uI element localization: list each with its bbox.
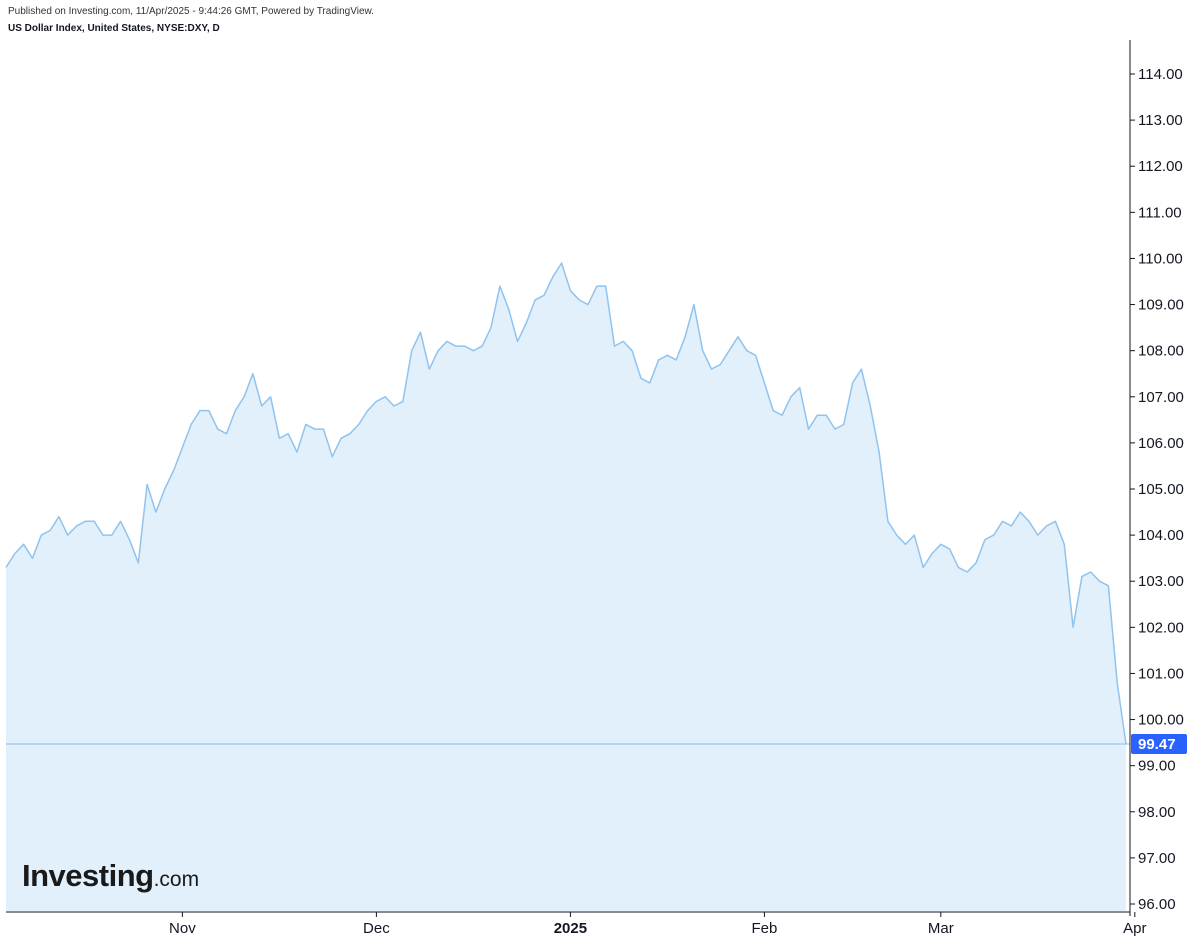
y-tick-label: 108.00 xyxy=(1138,343,1184,360)
y-tick-label: 99.00 xyxy=(1138,758,1176,775)
y-tick-label: 97.00 xyxy=(1138,850,1176,867)
y-tick-label: 96.00 xyxy=(1138,896,1176,913)
x-tick-label: Mar xyxy=(928,920,954,937)
y-tick-label: 106.00 xyxy=(1138,435,1184,452)
y-tick-label: 114.00 xyxy=(1138,66,1183,83)
published-caption: Published on Investing.com, 11/Apr/2025 … xyxy=(8,6,374,17)
series-line xyxy=(5,262,1127,745)
investing-logo: Investing.com xyxy=(22,858,199,894)
x-axis: Nov Dec 2025 Feb Mar Apr xyxy=(6,911,1146,937)
y-tick-label: 111.00 xyxy=(1138,204,1182,221)
y-tick-label: 104.00 xyxy=(1138,527,1184,544)
y-tick-label: 101.00 xyxy=(1138,665,1184,682)
y-tick-label: 103.00 xyxy=(1138,573,1184,590)
y-tick-label: 98.00 xyxy=(1138,804,1176,821)
symbol-title: US Dollar Index, United States, NYSE:DXY… xyxy=(8,23,220,34)
plot-area xyxy=(5,262,1130,912)
x-tick-label: Nov xyxy=(169,920,196,937)
logo-suffix: .com xyxy=(153,868,200,891)
logo-brand: Investing xyxy=(22,858,154,893)
y-tick-label: 107.00 xyxy=(1138,389,1184,406)
last-price-badge: 99.47 xyxy=(1131,733,1187,754)
x-tick-label: 2025 xyxy=(554,920,587,937)
last-price-value: 99.47 xyxy=(1138,736,1176,753)
y-tick-label: 113.00 xyxy=(1138,112,1183,129)
y-tick-label: 102.00 xyxy=(1138,619,1184,636)
y-tick-label: 105.00 xyxy=(1138,481,1184,498)
y-tick-label: 109.00 xyxy=(1138,297,1184,314)
x-tick-label: Dec xyxy=(363,920,390,937)
y-tick-label: 110.00 xyxy=(1138,250,1183,267)
last-price-badge-bg xyxy=(1131,733,1187,754)
y-tick-label: 100.00 xyxy=(1138,712,1184,729)
y-axis: 96.00 97.00 98.00 99.00 100.00 101.00 102.00 10… xyxy=(1129,40,1184,916)
y-tick-label: 112.00 xyxy=(1138,158,1183,175)
series-area xyxy=(6,263,1126,912)
x-tick-label: Apr xyxy=(1123,920,1146,937)
x-tick-label: Feb xyxy=(751,920,777,937)
